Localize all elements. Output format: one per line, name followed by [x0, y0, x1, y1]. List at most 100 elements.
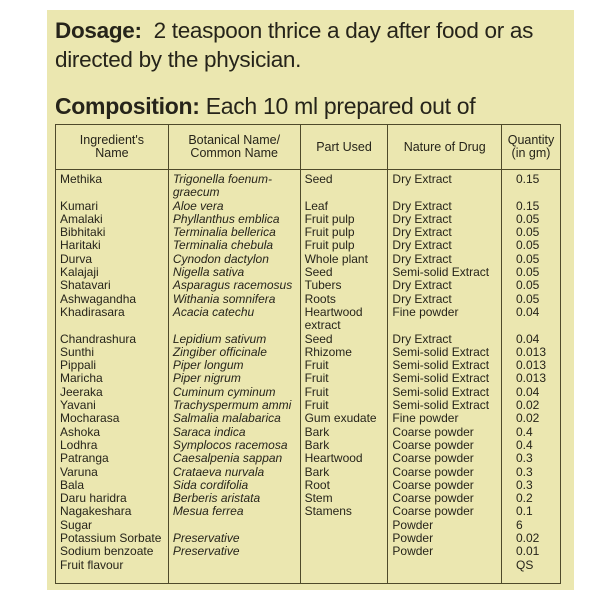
botanical-name-cell: Salmalia malabarica — [167, 412, 301, 426]
table-row: Sodium benzoate Preservative Powder 0.01 — [55, 545, 561, 559]
ingredient-name-cell: Daru haridra — [55, 491, 169, 506]
table-row: Daru haridra Berberis aristata Stem Coarse … — [55, 491, 561, 506]
table-row: Varuna Crataeva nurvala Bark Coarse powder 0… — [55, 465, 561, 479]
ingredient-name-cell: Sugar — [55, 518, 169, 533]
botanical-name-cell — [167, 518, 301, 533]
part-used-cell: Stamens — [299, 505, 389, 519]
part-used-cell: Seed — [299, 169, 389, 200]
ingredient-name-cell: Nagakeshara — [55, 505, 169, 519]
botanical-name-cell: Piper longum — [167, 358, 301, 373]
nature-of-drug-cell: Semi-solid Extract — [387, 358, 502, 373]
quantity-cell: 0.013 — [501, 345, 561, 360]
table-row: Nagakeshara Mesua ferrea Stamens Coarse pow… — [55, 505, 561, 519]
nature-of-drug-cell: Dry Extract — [387, 212, 502, 227]
nature-of-drug-cell: Dry Extract — [387, 225, 502, 240]
botanical-name-cell: Saraca indica — [167, 425, 301, 439]
ingredient-name-cell: Fruit flavour — [55, 558, 169, 584]
table-row: Sugar Powder 6 — [55, 518, 561, 533]
nature-of-drug-cell: Coarse powder — [387, 478, 502, 493]
quantity-cell: 0.04 — [501, 332, 561, 346]
botanical-name-cell: Trachyspermum ammi — [167, 398, 301, 413]
part-used-cell: Heartwood — [299, 451, 389, 466]
ingredient-name-cell: Chandrashura — [55, 332, 169, 346]
quantity-cell: 0.05 — [501, 252, 561, 267]
ingredient-name-cell: Lodhra — [55, 438, 169, 453]
quantity-cell: 0.01 — [501, 545, 561, 559]
table-row: Amalaki Phyllanthus emblica Fruit pulp Dry … — [55, 212, 561, 227]
ingredient-name-cell: Jeeraka — [55, 385, 169, 400]
botanical-name-cell: Crataeva nurvala — [167, 465, 301, 479]
table-row: Bala Sida cordifolia Root Coarse powder 0.3 — [55, 478, 561, 493]
quantity-cell: 0.02 — [501, 412, 561, 426]
header-nature-of-drug: Nature of Drug — [387, 124, 502, 170]
botanical-name-cell: Trigonella foenum- graecum — [167, 169, 301, 200]
botanical-name-cell: Lepidium sativum — [167, 332, 301, 346]
part-used-cell: Roots — [299, 292, 389, 306]
quantity-cell: 0.15 — [501, 199, 561, 213]
part-used-cell — [299, 518, 389, 533]
part-used-cell: Bark — [299, 438, 389, 453]
composition-table: Ingredient's Name Botanical Name/ Common … — [55, 124, 561, 584]
part-used-cell: Fruit — [299, 385, 389, 400]
table-row: Ashwagandha Withania somnifera Roots Dry Ex… — [55, 292, 561, 306]
part-used-cell: Bark — [299, 425, 389, 439]
ingredient-name-cell: Yavani — [55, 398, 169, 413]
table-row: Ashoka Saraca indica Bark Coarse powder 0.4 — [55, 425, 561, 439]
botanical-name-cell: Aloe vera — [167, 199, 301, 213]
composition-label: Composition: — [55, 93, 200, 119]
ingredient-name-cell: Sodium benzoate — [55, 545, 169, 559]
dosage-instructions: 2 teaspoon thrice a day after food or as… — [55, 18, 534, 72]
part-used-cell: Seed — [299, 265, 389, 280]
part-used-cell: Fruit pulp — [299, 239, 389, 253]
quantity-cell: 0.15 — [501, 169, 561, 200]
table-row: Chandrashura Lepidium sativum Seed Dry Extr… — [55, 332, 561, 346]
table-row: Potassium Sorbate Preservative Powder 0.02 — [55, 531, 561, 546]
table-row: Durva Cynodon dactylon Whole plant Dry Extr… — [55, 252, 561, 267]
quantity-cell: 0.02 — [501, 398, 561, 413]
nature-of-drug-cell: Dry Extract — [387, 169, 502, 200]
table-row: Khadirasara Acacia catechu Heartwood extra… — [55, 305, 561, 333]
nature-of-drug-cell: Semi-solid Extract — [387, 345, 502, 360]
botanical-name-cell: Cynodon dactylon — [167, 252, 301, 267]
product-label: Dosage: 2 teaspoon thrice a day after fo… — [47, 10, 574, 590]
quantity-cell: 0.4 — [501, 425, 561, 439]
ingredient-name-cell: Shatavari — [55, 279, 169, 293]
botanical-name-cell: Symplocos racemosa — [167, 438, 301, 453]
dosage-text: Dosage: 2 teaspoon thrice a day after fo… — [55, 16, 575, 74]
table-row: Kalajaji Nigella sativa Seed Semi-solid Ext… — [55, 265, 561, 280]
nature-of-drug-cell: Dry Extract — [387, 239, 502, 253]
table-row: Pippali Piper longum Fruit Semi-solid Extra… — [55, 358, 561, 373]
botanical-name-cell: Terminalia bellerica — [167, 225, 301, 240]
ingredient-name-cell: Pippali — [55, 358, 169, 373]
quantity-cell: 6 — [501, 518, 561, 533]
quantity-cell: 0.4 — [501, 438, 561, 453]
quantity-cell: 0.05 — [501, 265, 561, 280]
ingredient-name-cell: Kalajaji — [55, 265, 169, 280]
nature-of-drug-cell: Dry Extract — [387, 292, 502, 306]
quantity-cell: 0.02 — [501, 531, 561, 546]
nature-of-drug-cell: Semi-solid Extract — [387, 398, 502, 413]
nature-of-drug-cell: Coarse powder — [387, 438, 502, 453]
table-row: Haritaki Terminalia chebula Fruit pulp Dry … — [55, 239, 561, 253]
botanical-name-cell — [167, 558, 301, 584]
ingredient-name-cell: Ashoka — [55, 425, 169, 439]
header-ingredient: Ingredient's Name — [55, 124, 169, 170]
table-row: Yavani Trachyspermum ammi Fruit Semi-solid … — [55, 398, 561, 413]
ingredient-name-cell: Potassium Sorbate — [55, 531, 169, 546]
nature-of-drug-cell: Dry Extract — [387, 252, 502, 267]
ingredient-name-cell: Bala — [55, 478, 169, 493]
part-used-cell: Tubers — [299, 279, 389, 293]
part-used-cell: Whole plant — [299, 252, 389, 267]
table-row: Bibhitaki Terminalia bellerica Fruit pulp D… — [55, 225, 561, 240]
part-used-cell: Stem — [299, 491, 389, 506]
nature-of-drug-cell — [387, 558, 502, 584]
table-row: Fruit flavour QS — [55, 558, 561, 584]
botanical-name-cell: Piper nigrum — [167, 372, 301, 386]
part-used-cell: Fruit — [299, 372, 389, 386]
botanical-name-cell: Zingiber officinale — [167, 345, 301, 360]
botanical-name-cell: Nigella sativa — [167, 265, 301, 280]
botanical-name-cell: Preservative — [167, 531, 301, 546]
botanical-name-cell: Asparagus racemosus — [167, 279, 301, 293]
dosage-label: Dosage: — [55, 18, 142, 43]
ingredient-name-cell: Patranga — [55, 451, 169, 466]
